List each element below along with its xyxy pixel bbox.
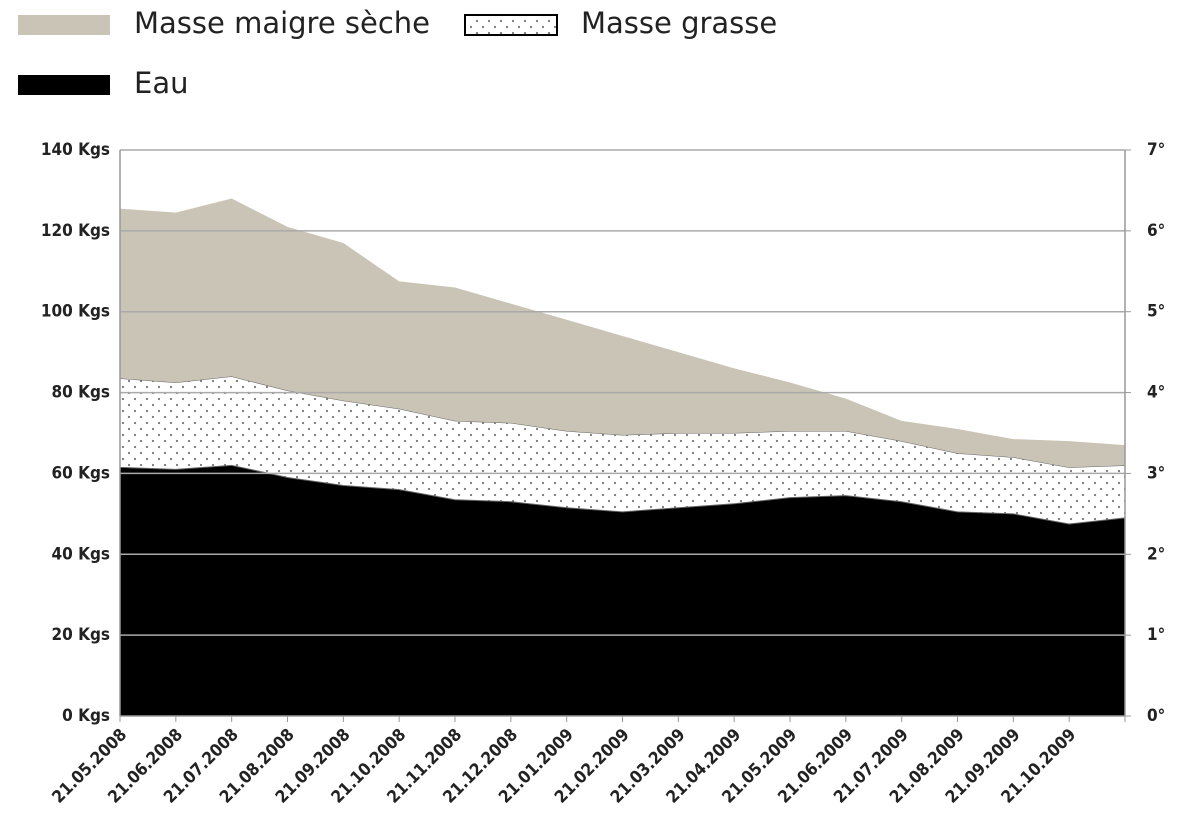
area	[120, 465, 1125, 716]
y-tick-label: 40 Kgs	[51, 544, 110, 564]
y2-tick-label: 1°	[1147, 625, 1165, 645]
y2-tick-label: 0°	[1147, 706, 1165, 726]
y-tick-label: 80 Kgs	[51, 383, 110, 403]
y-tick-label: 60 Kgs	[51, 463, 110, 483]
y2-tick-label: 3°	[1147, 463, 1165, 483]
y-tick-label: 0 Kgs	[62, 706, 110, 726]
legend-swatch	[464, 14, 558, 36]
y2-tick-label: 2°	[1147, 544, 1165, 564]
y-tick-label: 20 Kgs	[51, 625, 110, 645]
y2-tick-label: 5°	[1147, 302, 1165, 322]
y-tick-label: 140 Kgs	[41, 140, 110, 160]
legend-swatch	[18, 15, 110, 35]
y2-tick-label: 7°	[1147, 140, 1165, 160]
area	[120, 198, 1125, 468]
legend-label: Masse maigre sèche	[134, 6, 430, 40]
y2-tick-label: 4°	[1147, 383, 1165, 403]
y-tick-label: 120 Kgs	[41, 221, 110, 241]
legend-label: Masse grasse	[581, 6, 777, 40]
y-tick-label: 100 Kgs	[41, 302, 110, 322]
legend-swatch	[18, 75, 110, 95]
y2-tick-label: 6°	[1147, 221, 1165, 241]
legend-label: Eau	[134, 66, 188, 100]
